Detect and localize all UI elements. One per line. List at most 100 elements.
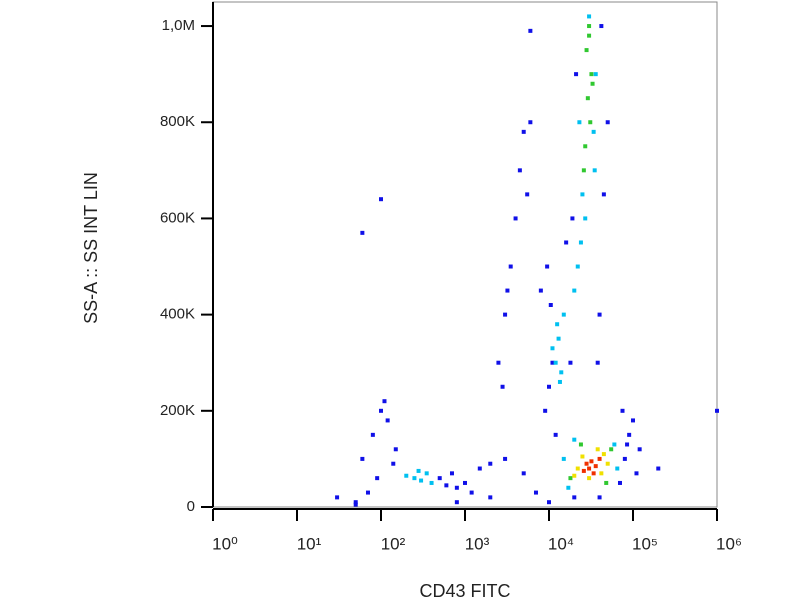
y-axis-label: SS-A :: SS INT LIN xyxy=(81,172,101,324)
y-tick-label: 0 xyxy=(187,498,195,515)
data-point xyxy=(454,500,459,505)
data-point xyxy=(599,24,604,29)
data-point xyxy=(622,456,627,461)
data-point xyxy=(488,495,493,500)
data-point xyxy=(581,168,586,173)
data-point xyxy=(585,96,590,101)
data-point xyxy=(589,459,594,464)
data-point xyxy=(715,408,719,413)
data-point xyxy=(593,72,598,77)
data-point xyxy=(568,360,573,365)
data-point xyxy=(550,346,555,351)
data-point xyxy=(595,447,600,452)
data-point xyxy=(609,447,614,452)
x-tick-label: 10¹ xyxy=(297,534,322,553)
data-point xyxy=(572,437,577,442)
data-point xyxy=(437,476,442,481)
data-point xyxy=(605,461,610,466)
data-point xyxy=(424,471,429,476)
data-point xyxy=(379,408,383,413)
data-point xyxy=(550,360,555,365)
data-point xyxy=(488,461,493,466)
data-point xyxy=(454,485,459,490)
data-point xyxy=(634,471,639,476)
data-point xyxy=(404,473,409,478)
data-point xyxy=(547,384,551,389)
data-point xyxy=(469,490,474,495)
y-tick-label: 800K xyxy=(160,113,195,130)
data-point xyxy=(521,129,526,134)
data-point xyxy=(517,168,522,173)
data-point xyxy=(370,432,375,437)
data-point xyxy=(419,478,424,483)
data-point xyxy=(620,408,625,413)
x-tick-label: 10⁴ xyxy=(548,534,574,553)
data-point xyxy=(637,447,642,452)
data-point xyxy=(393,447,398,452)
data-point xyxy=(568,476,573,481)
data-point xyxy=(528,28,533,33)
plot-frame xyxy=(212,1,718,508)
data-point xyxy=(335,495,340,500)
data-point xyxy=(412,476,417,481)
data-point xyxy=(578,240,583,245)
data-point xyxy=(575,264,580,269)
y-tick-label: 400K xyxy=(160,306,195,323)
data-point xyxy=(591,471,596,476)
data-point xyxy=(365,490,370,495)
data-point xyxy=(580,192,585,197)
data-point xyxy=(572,288,577,293)
data-point xyxy=(597,456,602,461)
data-point xyxy=(574,72,579,77)
data-point xyxy=(617,480,622,485)
data-point xyxy=(463,480,467,485)
data-point xyxy=(625,442,630,447)
data-point xyxy=(593,464,598,469)
data-point xyxy=(656,466,661,471)
data-point xyxy=(505,288,510,293)
data-point xyxy=(561,456,566,461)
data-point xyxy=(545,264,550,269)
data-point xyxy=(595,360,600,365)
data-point xyxy=(570,216,575,221)
data-point xyxy=(547,500,551,505)
data-point xyxy=(588,120,593,125)
data-point xyxy=(521,471,526,476)
data-point xyxy=(449,471,454,476)
data-point xyxy=(416,468,421,473)
data-point xyxy=(513,216,518,221)
data-point xyxy=(591,129,596,134)
data-point xyxy=(353,502,358,507)
data-point xyxy=(601,452,606,457)
data-point xyxy=(391,461,396,466)
data-point xyxy=(543,408,548,413)
data-point xyxy=(601,192,606,197)
data-point xyxy=(429,480,434,485)
x-axis-label: CD43 FITC xyxy=(419,581,510,600)
data-point xyxy=(538,288,543,293)
data-point xyxy=(533,490,538,495)
data-point xyxy=(584,461,589,466)
data-point xyxy=(528,120,533,125)
x-tick-label: 10² xyxy=(381,534,406,553)
data-point xyxy=(587,476,592,481)
data-point xyxy=(385,418,390,423)
data-point xyxy=(597,495,602,500)
data-point xyxy=(604,480,609,485)
x-tick-label: 10⁵ xyxy=(632,534,658,553)
data-point xyxy=(587,33,592,38)
data-point xyxy=(584,48,589,53)
y-tick-label: 1,0M xyxy=(162,17,195,34)
data-point xyxy=(572,473,577,478)
data-point xyxy=(612,442,617,447)
data-point xyxy=(382,399,387,404)
data-point xyxy=(557,379,562,384)
data-point xyxy=(564,240,569,245)
data-point xyxy=(587,466,592,471)
data-point xyxy=(599,471,604,476)
data-point xyxy=(583,216,588,221)
data-point xyxy=(525,192,530,197)
x-tick-label: 10⁰ xyxy=(212,534,238,553)
